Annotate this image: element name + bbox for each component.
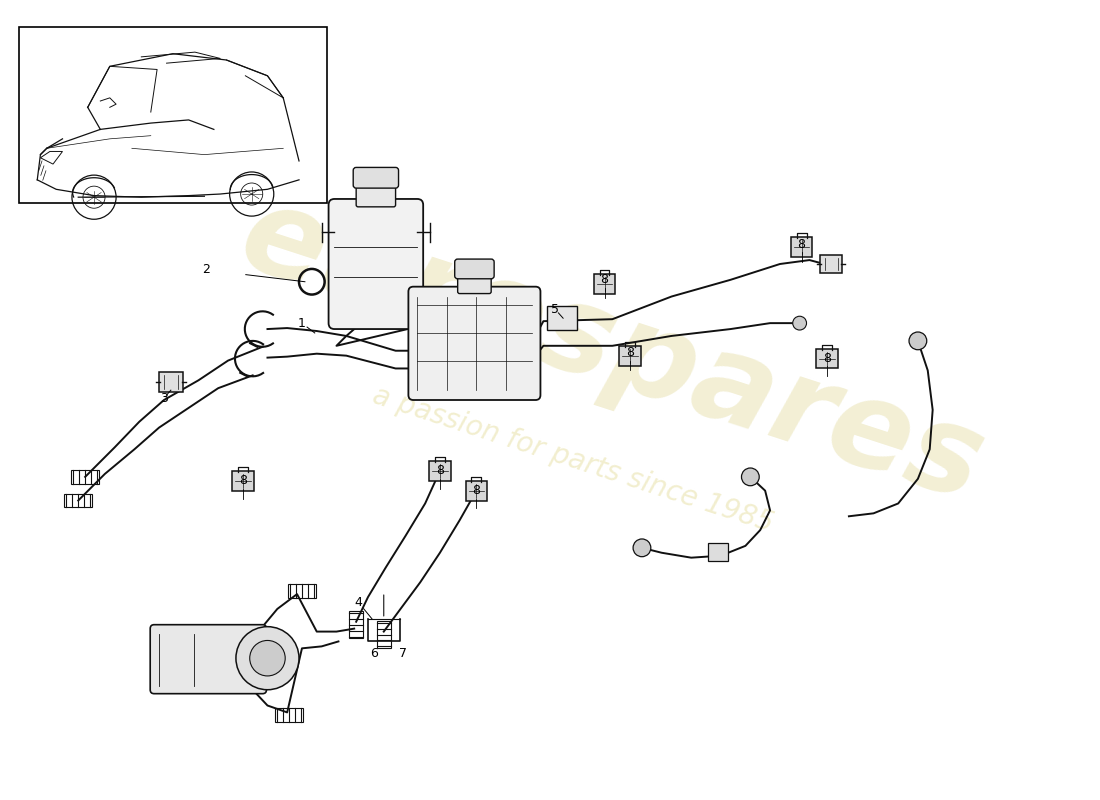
FancyBboxPatch shape — [356, 182, 396, 207]
FancyBboxPatch shape — [408, 286, 540, 400]
Circle shape — [741, 468, 759, 486]
Circle shape — [235, 626, 299, 690]
Circle shape — [250, 641, 285, 676]
Text: 8: 8 — [472, 484, 481, 497]
Text: 1: 1 — [298, 317, 306, 330]
FancyBboxPatch shape — [232, 471, 254, 490]
Bar — [65, 494, 92, 507]
Text: a passion for parts since 1985: a passion for parts since 1985 — [370, 381, 777, 538]
Text: 6: 6 — [370, 646, 377, 660]
Text: 8: 8 — [436, 465, 444, 478]
FancyBboxPatch shape — [594, 274, 615, 294]
FancyBboxPatch shape — [160, 373, 183, 392]
FancyBboxPatch shape — [619, 346, 641, 366]
FancyBboxPatch shape — [329, 199, 424, 329]
Text: 7: 7 — [399, 646, 407, 660]
Circle shape — [909, 332, 927, 350]
Text: eurospares: eurospares — [227, 176, 998, 526]
Bar — [19, 27, 327, 203]
Bar — [288, 584, 316, 598]
Bar — [72, 470, 99, 484]
FancyBboxPatch shape — [151, 625, 266, 694]
FancyBboxPatch shape — [821, 255, 842, 273]
Circle shape — [634, 539, 651, 557]
FancyBboxPatch shape — [816, 349, 838, 369]
Text: 8: 8 — [239, 474, 246, 487]
FancyBboxPatch shape — [429, 461, 451, 481]
Text: 8: 8 — [601, 274, 608, 286]
Bar — [350, 611, 363, 638]
FancyBboxPatch shape — [454, 259, 494, 278]
FancyBboxPatch shape — [353, 167, 398, 188]
FancyBboxPatch shape — [465, 481, 487, 501]
Text: 3: 3 — [161, 391, 168, 405]
FancyBboxPatch shape — [548, 306, 576, 330]
FancyBboxPatch shape — [458, 272, 492, 294]
Bar — [275, 709, 302, 722]
Text: 8: 8 — [626, 346, 634, 359]
Bar — [377, 621, 390, 648]
Text: 5: 5 — [551, 303, 559, 316]
FancyBboxPatch shape — [708, 543, 728, 561]
Text: 4: 4 — [354, 595, 362, 609]
FancyBboxPatch shape — [791, 238, 813, 257]
Text: 8: 8 — [823, 352, 832, 365]
Circle shape — [793, 316, 806, 330]
Text: 8: 8 — [798, 238, 805, 250]
Text: 2: 2 — [202, 263, 210, 277]
